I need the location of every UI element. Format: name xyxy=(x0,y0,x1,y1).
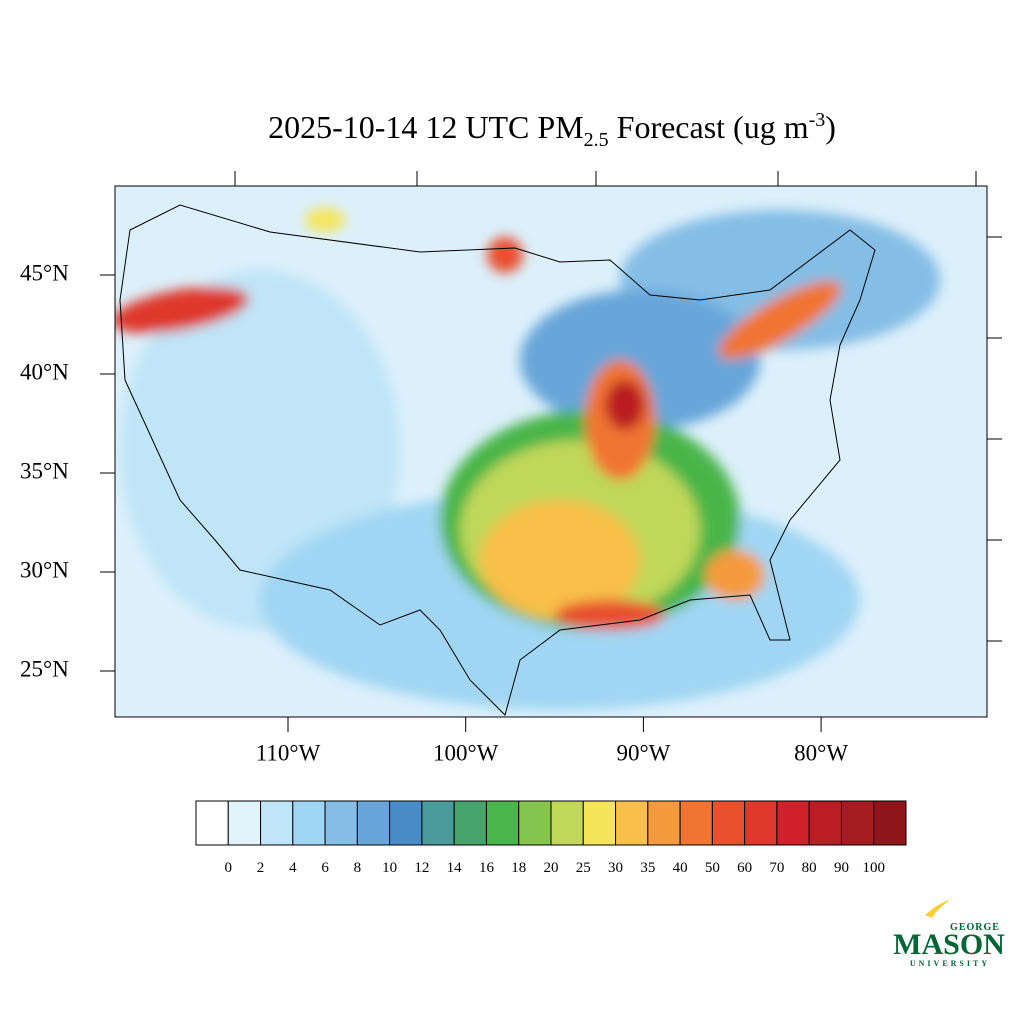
colorbar-box xyxy=(873,800,907,846)
logo: GEORGE MASON UNIVERSITY xyxy=(893,900,1005,968)
colorbar-box xyxy=(292,800,326,846)
colorbar-label: 12 xyxy=(414,860,429,876)
colorbar-label: 0 xyxy=(225,860,233,876)
colorbar-box xyxy=(324,800,358,846)
colorbar-box xyxy=(485,800,520,846)
colorbar-label: 20 xyxy=(544,860,559,876)
colorbar-box xyxy=(356,800,391,846)
colorbar-label: 40 xyxy=(673,860,688,876)
colorbar-label: 8 xyxy=(354,860,362,876)
colorbar-box xyxy=(808,800,842,846)
colorbar-box xyxy=(518,800,552,846)
colorbar-box xyxy=(389,800,423,846)
colorbar-box xyxy=(227,800,262,846)
colorbar-label: 30 xyxy=(608,860,623,876)
lat-label: 35°N xyxy=(20,458,69,483)
colorbar-box xyxy=(711,800,746,846)
colorbar-box xyxy=(453,800,487,846)
lat-label: 30°N xyxy=(20,557,69,582)
colorbar-box xyxy=(776,800,810,846)
map-field xyxy=(115,186,987,717)
colorbar-label: 70 xyxy=(769,860,784,876)
lat-label: 45°N xyxy=(20,260,69,285)
title-sub: 2.5 xyxy=(584,129,609,151)
colorbar-label: 6 xyxy=(321,860,329,876)
title-after: Forecast (ug m xyxy=(609,109,809,145)
colorbar-label: 100 xyxy=(862,860,885,876)
colorbar-label: 16 xyxy=(479,860,495,876)
logo-top: GEORGE xyxy=(950,922,1000,933)
lon-label: 100°W xyxy=(433,740,499,765)
colorbar-label: 60 xyxy=(737,860,752,876)
colorbar-label: 4 xyxy=(289,860,297,876)
title-end: ) xyxy=(825,109,836,145)
lon-label: 110°W xyxy=(256,740,321,765)
colorbar-box xyxy=(550,800,584,846)
colorbar-label: 2 xyxy=(257,860,265,876)
map-frame xyxy=(114,185,988,718)
title-sup: -3 xyxy=(809,109,826,131)
title-main: 2025-10-14 12 UTC PM xyxy=(268,109,584,145)
lat-label: 40°N xyxy=(20,359,69,384)
colorbar-box xyxy=(421,800,455,846)
colorbar-box xyxy=(647,800,681,846)
colorbar-box xyxy=(582,800,617,846)
colorbar-label: 14 xyxy=(447,860,463,876)
lon-label: 80°W xyxy=(794,740,848,765)
colorbar-box xyxy=(260,800,294,846)
colorbar-label: 10 xyxy=(382,860,397,876)
logo-middle: MASON xyxy=(893,928,1005,961)
colorbar-box xyxy=(840,800,875,846)
lat-label: 25°N xyxy=(20,656,69,681)
colorbar-label: 25 xyxy=(576,860,591,876)
colorbar-label: 50 xyxy=(705,860,720,876)
colorbar-box xyxy=(679,800,713,846)
logo-bottom: UNIVERSITY xyxy=(910,959,990,968)
colorbar-box xyxy=(615,800,649,846)
colorbar-box xyxy=(195,800,229,846)
colorbar-label: 90 xyxy=(834,860,849,876)
colorbar-label: 35 xyxy=(640,860,655,876)
lon-label: 90°W xyxy=(616,740,670,765)
colorbar-label: 18 xyxy=(511,860,526,876)
map-title: 2025-10-14 12 UTC PM2.5 Forecast (ug m-3… xyxy=(268,109,836,151)
colorbar-box xyxy=(744,800,778,846)
colorbar-label: 80 xyxy=(802,860,817,876)
